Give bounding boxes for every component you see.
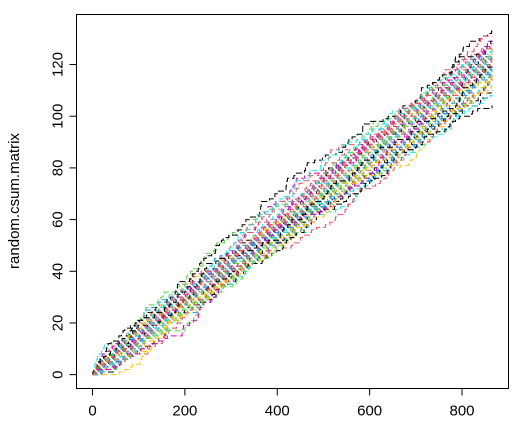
y-tick-label: 20: [50, 315, 67, 332]
y-tick-label: 80: [50, 160, 67, 177]
y-tick-label: 60: [50, 211, 67, 228]
series-line: [92, 64, 493, 376]
y-axis: 0 20 40 60 80 100 120: [50, 52, 77, 379]
series-line: [92, 58, 493, 376]
y-tick-label: 40: [50, 263, 67, 280]
y-tick-label: 0: [50, 370, 67, 378]
series-line: [92, 66, 493, 376]
x-tick-label: 600: [357, 403, 382, 420]
series-line: [92, 43, 493, 376]
series-line: [92, 105, 493, 376]
y-tick-label: 100: [50, 104, 67, 129]
series-line: [92, 61, 493, 376]
series-line: [92, 58, 493, 376]
series-line: [92, 58, 493, 376]
x-tick-label: 400: [265, 403, 290, 420]
series-line: [92, 56, 493, 376]
x-tick-label: 0: [88, 403, 96, 420]
series-line: [92, 84, 493, 376]
series-line: [92, 82, 493, 376]
series-line: [92, 61, 493, 376]
series-line: [92, 56, 493, 376]
series-line: [92, 58, 493, 376]
x-tick-label: 200: [172, 403, 197, 420]
series-line: [92, 76, 493, 376]
series-line: [92, 71, 493, 376]
series-group: [92, 30, 493, 376]
y-tick-label: 120: [50, 52, 67, 77]
x-tick-label: 800: [449, 403, 474, 420]
series-line: [92, 69, 493, 376]
y-axis-title: random.csum.matrix: [6, 133, 23, 269]
series-line: [92, 56, 493, 376]
series-line: [92, 74, 493, 376]
x-axis: 0 200 400 600 800: [88, 388, 475, 420]
